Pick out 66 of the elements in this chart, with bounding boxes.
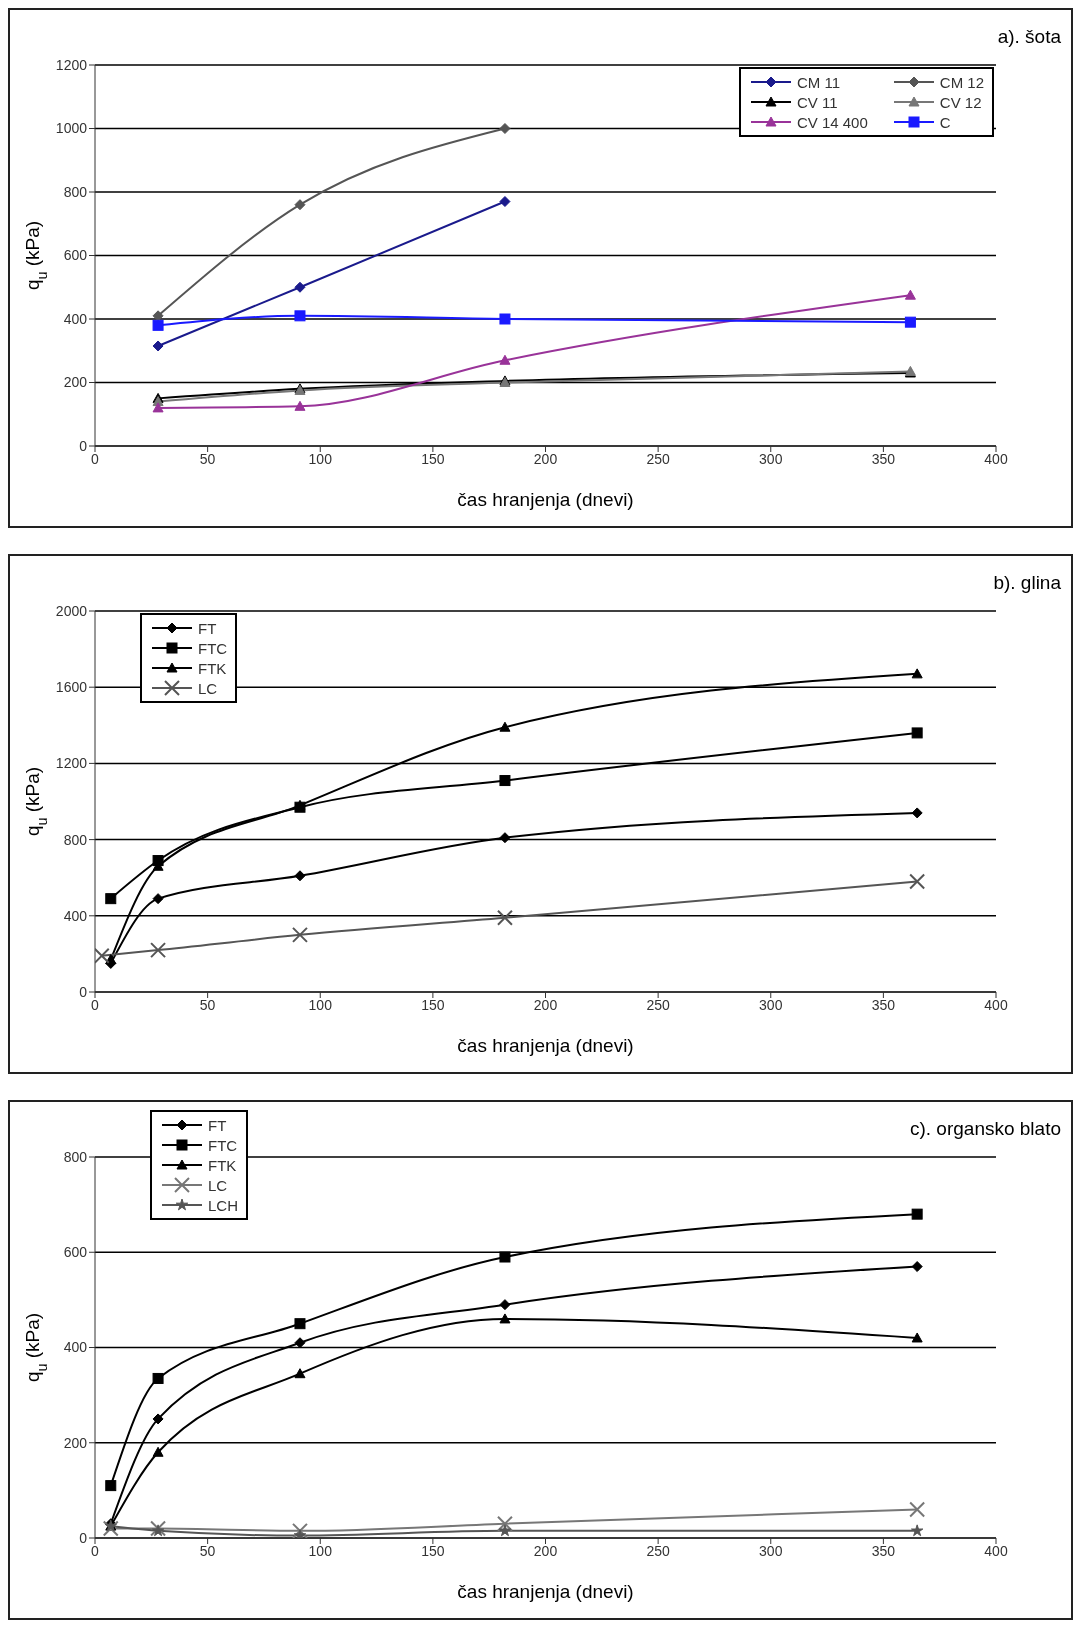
legend-label: CV 12	[939, 93, 982, 111]
x-tick-label: 150	[421, 450, 445, 467]
legend-label: CM 11	[796, 73, 840, 91]
chart-title: c). organsko blato	[909, 1118, 1061, 1140]
x-tick-label: 300	[759, 450, 783, 467]
y-tick-label: 400	[63, 310, 88, 327]
x-tick-label: 50	[199, 1542, 216, 1559]
legend-label: C	[939, 113, 951, 131]
x-tick-label: 250	[646, 1542, 671, 1559]
legend-label: LC	[208, 1176, 228, 1194]
y-tick-label: 0	[79, 437, 88, 454]
x-tick-label: 50	[199, 450, 216, 467]
y-tick-label: 1200	[55, 56, 88, 73]
y-tick-label: 600	[63, 1244, 88, 1261]
chart-title: b). glina	[993, 572, 1061, 594]
y-tick-label: 1600	[55, 679, 88, 696]
legend-label: FTK	[208, 1156, 237, 1174]
x-tick-label: 100	[308, 996, 333, 1013]
y-tick-label: 200	[63, 374, 88, 391]
y-tick-label: 800	[63, 183, 88, 200]
legend-label: FTC	[198, 639, 228, 657]
legend-label: FTC	[208, 1136, 238, 1154]
x-tick-label: 250	[646, 996, 671, 1013]
legend-label: CM 12	[939, 73, 984, 91]
legend-label: FT	[208, 1116, 227, 1134]
legend-label: LCH	[208, 1196, 239, 1214]
x-tick-label: 200	[533, 1542, 558, 1559]
legend-label: CV 14 400	[796, 113, 868, 131]
x-tick-label: 300	[759, 996, 783, 1013]
x-tick-label: 150	[421, 996, 445, 1013]
x-tick-label: 0	[91, 1542, 100, 1559]
x-tick-label: 400	[984, 1542, 1008, 1559]
y-tick-label: 2000	[55, 602, 88, 619]
chart-title: a). šota	[997, 26, 1061, 48]
x-axis-title: čas hranjenja (dnevi)	[457, 489, 634, 510]
x-tick-label: 150	[421, 1542, 445, 1559]
x-tick-label: 350	[871, 1542, 896, 1559]
y-tick-label: 600	[63, 247, 88, 264]
x-tick-label: 100	[308, 1542, 333, 1559]
x-axis-title: čas hranjenja (dnevi)	[457, 1035, 634, 1056]
y-tick-label: 400	[63, 907, 88, 924]
x-tick-label: 0	[91, 996, 100, 1013]
y-tick-label: 1200	[55, 755, 88, 772]
x-tick-label: 400	[984, 996, 1008, 1013]
legend-label: FT	[198, 619, 217, 637]
y-tick-label: 800	[63, 831, 88, 848]
legend-label: LC	[198, 679, 218, 697]
x-tick-label: 200	[533, 996, 558, 1013]
y-tick-label: 200	[63, 1434, 88, 1451]
x-tick-label: 50	[199, 996, 216, 1013]
x-tick-label: 350	[871, 996, 896, 1013]
x-tick-label: 400	[984, 450, 1008, 467]
legend-label: FTK	[198, 659, 227, 677]
y-tick-label: 800	[63, 1148, 88, 1165]
x-tick-label: 200	[533, 450, 558, 467]
legend-label: CV 11	[796, 93, 838, 111]
x-tick-label: 300	[759, 1542, 783, 1559]
y-tick-label: 400	[63, 1339, 88, 1356]
y-tick-label: 1000	[55, 120, 88, 137]
y-tick-label: 0	[79, 983, 88, 1000]
y-tick-label: 0	[79, 1529, 88, 1546]
x-axis-title: čas hranjenja (dnevi)	[457, 1581, 634, 1602]
x-tick-label: 100	[308, 450, 333, 467]
x-tick-label: 350	[871, 450, 896, 467]
x-tick-label: 0	[91, 450, 100, 467]
x-tick-label: 250	[646, 450, 671, 467]
